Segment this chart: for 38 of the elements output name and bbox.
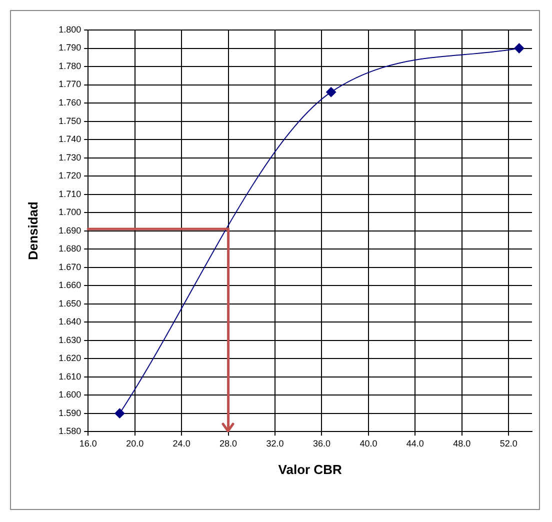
y-tick-label: 1.710 (58, 188, 82, 199)
y-tick-label: 1.680 (58, 244, 82, 254)
x-tick-label: 44.0 (406, 438, 424, 448)
y-tick-label: 1.740 (58, 134, 82, 144)
y-tick-label: 1.800 (58, 24, 82, 34)
point (514, 43, 524, 54)
y-tick-label: 1.580 (58, 426, 82, 436)
y-tick-label: 1.600 (58, 390, 82, 400)
x-tick-label: 16.0 (79, 438, 97, 448)
y-tick-label: 1.720 (58, 170, 82, 181)
y-tick-label: 1.770 (58, 79, 82, 90)
y-tick-label: 1.650 (58, 298, 82, 308)
x-tick-label: 40.0 (360, 438, 378, 448)
y-tick-label: 1.780 (58, 60, 82, 71)
y-tick-label: 1.730 (58, 152, 82, 162)
y-tick-label: 1.760 (58, 98, 82, 108)
x-tick-label: 48.0 (453, 438, 471, 448)
x-tick-label: 20.0 (126, 438, 144, 448)
x-tick-label: 52.0 (500, 438, 518, 448)
y-tick-label: 1.670 (58, 262, 82, 272)
x-tick-label: 24.0 (172, 438, 190, 448)
y-tick-label: 1.620 (58, 353, 82, 364)
y-tick-label: 1.750 (58, 116, 82, 126)
y-tick-label: 1.630 (58, 334, 82, 345)
x-axis-title: Valor CBR (278, 462, 342, 477)
x-tick-label: 28.0 (220, 438, 238, 448)
x-tick-label: 36.0 (312, 438, 331, 448)
point (114, 408, 125, 418)
y-tick-label: 1.700 (58, 207, 82, 218)
y-tick-label: 1.590 (58, 408, 82, 418)
point (326, 87, 336, 98)
y-tick-label: 1.660 (58, 280, 82, 290)
y-tick-label: 1.690 (58, 225, 82, 236)
y-axis-title: Densidad (25, 201, 40, 260)
y-tick-label: 1.610 (58, 371, 82, 382)
y-tick-label: 1.790 (58, 42, 82, 53)
y-tick-label: 1.640 (58, 316, 82, 327)
x-tick-label: 32.0 (266, 438, 284, 448)
